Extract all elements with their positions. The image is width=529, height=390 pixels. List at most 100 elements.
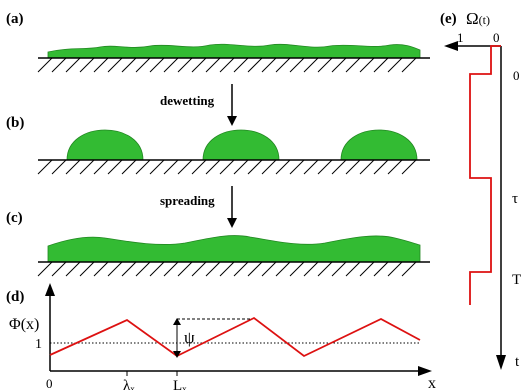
hatch-line — [317, 261, 333, 277]
hatch-line — [261, 159, 277, 175]
hatch-line — [135, 159, 151, 175]
hatch-line — [373, 57, 389, 73]
hatch-line — [359, 159, 375, 175]
hatch-line — [289, 261, 305, 277]
time-tau-label: τ — [512, 191, 518, 207]
hatch-line — [107, 57, 123, 73]
hatch-line — [261, 261, 277, 277]
phi-signal — [49, 316, 421, 358]
hatch-line — [65, 261, 81, 277]
hatch-line — [331, 159, 347, 175]
hatch-line — [373, 159, 389, 175]
omega-zero-label: 0 — [493, 30, 500, 45]
hatch-line — [317, 57, 333, 73]
time-T-label: T — [512, 272, 521, 288]
hatch-line — [191, 159, 207, 175]
hatch-line — [331, 261, 347, 277]
hatch-line — [191, 261, 207, 277]
hatch-line — [205, 57, 221, 73]
hatch-line — [79, 57, 95, 73]
droplets — [66, 129, 418, 161]
spreading-label: spreading — [160, 193, 215, 208]
hatch-line — [51, 57, 67, 73]
panel-b-label: (b) — [6, 115, 24, 131]
L-label: Lx — [173, 378, 187, 390]
phi-axis — [45, 283, 55, 371]
hatch-line — [289, 159, 305, 175]
hatch-line — [205, 261, 221, 277]
hatch-line — [163, 159, 179, 175]
hatch-line — [387, 159, 403, 175]
hatch-line — [121, 261, 137, 277]
hatch-line — [177, 261, 193, 277]
hatch-line — [37, 57, 53, 73]
x-axis-label: x — [428, 375, 436, 390]
hatch-line — [401, 159, 417, 175]
panel-c-label: (c) — [6, 210, 23, 226]
hatch-line — [275, 57, 291, 73]
droplet-2 — [202, 129, 280, 161]
hatch-line — [79, 261, 95, 277]
time-axis-label: t — [515, 354, 520, 370]
hatch-line — [359, 261, 375, 277]
hatch-line — [303, 159, 319, 175]
hatch-line — [93, 159, 109, 175]
hatch-line — [65, 57, 81, 73]
hatch-line — [121, 159, 137, 175]
amplitude-label: ψ — [184, 328, 195, 347]
hatch-line — [219, 159, 235, 175]
hatch-line — [373, 261, 389, 277]
hatch-line — [401, 57, 417, 73]
dewetting-label: dewetting — [160, 93, 215, 108]
origin-label: 0 — [46, 376, 53, 390]
hatch-line — [37, 159, 53, 175]
hatch-line — [163, 261, 179, 277]
hatch-line — [65, 159, 81, 175]
panel-d-label: (d) — [6, 289, 24, 305]
droplet-3 — [340, 129, 418, 161]
droplet-1 — [66, 129, 144, 161]
hatch-line — [303, 261, 319, 277]
hatch-line — [247, 57, 263, 73]
hatch-line — [275, 261, 291, 277]
hatch-line — [233, 261, 249, 277]
hatch-line — [387, 261, 403, 277]
film-wavy — [47, 235, 421, 263]
hatch-line — [345, 261, 361, 277]
hatch-line — [331, 57, 347, 73]
hatch-line — [289, 57, 305, 73]
hatch-line — [135, 57, 151, 73]
hatch-line — [317, 159, 333, 175]
hatch-line — [107, 159, 123, 175]
hatch-line — [191, 57, 207, 73]
hatch-line — [107, 261, 123, 277]
hatch-line — [219, 57, 235, 73]
hatch-line — [345, 57, 361, 73]
hatch-line — [345, 159, 361, 175]
panel-e-label: (e) — [440, 11, 457, 27]
hatch-line — [163, 57, 179, 73]
omega-signal — [469, 45, 501, 305]
hatch-line — [121, 57, 137, 73]
hatch-line — [359, 57, 375, 73]
panel-a-label: (a) — [6, 11, 24, 27]
hatch-line — [303, 57, 319, 73]
phi-axis-label: Φ(x) — [9, 316, 39, 333]
hatch-line — [149, 57, 165, 73]
hatch-line — [37, 261, 53, 277]
dewetting-arrow — [227, 84, 237, 126]
hatch-line — [149, 159, 165, 175]
hatch-line — [387, 57, 403, 73]
film-uniform — [47, 43, 421, 59]
level-one-label: 1 — [35, 337, 42, 352]
substrate-c-hatch — [37, 261, 417, 277]
hatch-line — [51, 261, 67, 277]
hatch-line — [219, 261, 235, 277]
hatch-line — [79, 159, 95, 175]
x-axis — [50, 366, 432, 376]
spreading-arrow — [227, 186, 237, 228]
omega-title: Ω(t) — [466, 9, 490, 28]
hatch-line — [233, 159, 249, 175]
time-axis — [496, 46, 506, 370]
